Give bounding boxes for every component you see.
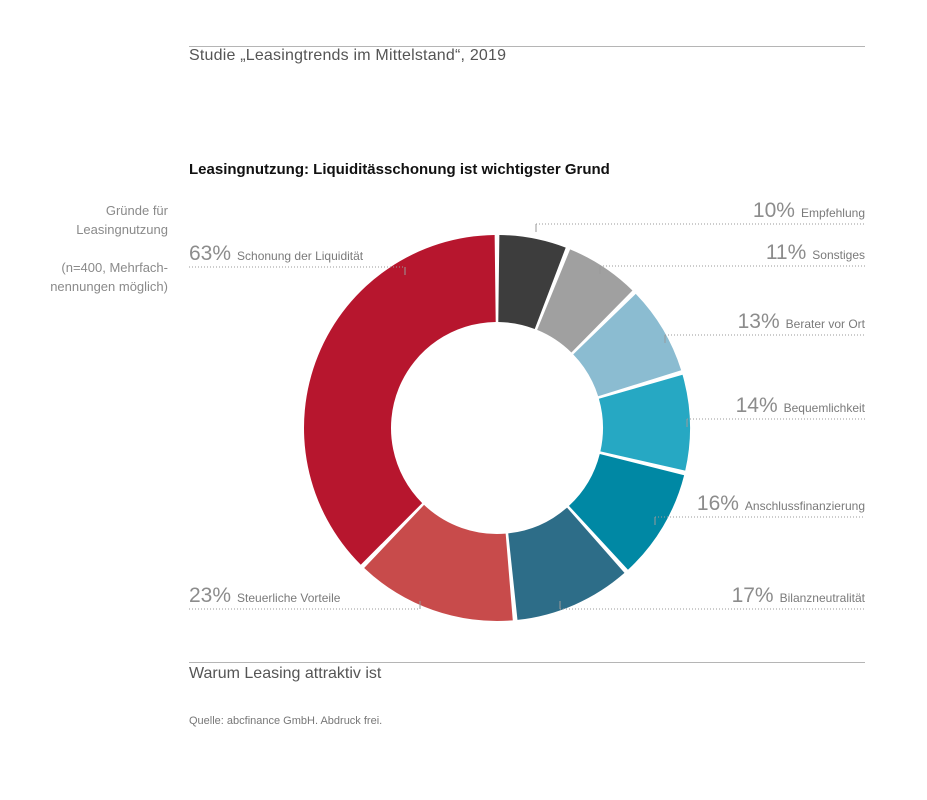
value-label: 17% [732,584,774,607]
label-schonung-der-liquiditat: 63% Schonung der Liquidität [189,242,364,265]
label-bilanzneutralitat: 17% Bilanzneutralität [732,584,866,607]
value-label: 11% [766,241,806,264]
label-leaders [189,223,865,610]
top-rule [189,46,865,47]
sidebar-note-line-1: Gründe für [105,203,168,218]
slice-bequemlichkeit [598,374,691,471]
chart-title: Leasingnutzung: Liquiditässchonung ist w… [189,161,610,178]
slice-anschlussfinanzierung [568,453,685,570]
category-label: Schonung der Liquidität [237,249,364,263]
label-empfehlung: 10% Empfehlung [753,199,865,222]
value-label: 13% [738,310,780,333]
sidebar-note-line-2: Leasingnutzung [76,222,168,237]
label-anschlussfinanzierung: 16% Anschlussfinanzierung [697,492,865,515]
sidebar-note-line-4: nennungen möglich) [50,279,168,294]
label-bequemlichkeit: 14% Bequemlichkeit [736,394,866,417]
sidebar-note-line-3: (n=400, Mehrfach- [61,260,168,275]
slice-berater-vor-ort [573,293,682,397]
category-label: Anschlussfinanzierung [745,499,865,513]
slice-sonstiges [537,249,633,353]
label-steuerliche-vorteile: 23% Steuerliche Vorteile [189,584,341,607]
value-label: 10% [753,199,795,222]
footer-title: Warum Leasing attraktiv ist [189,665,382,682]
category-label: Bequemlichkeit [784,401,866,415]
bottom-rule [189,662,865,663]
category-label: Empfehlung [801,206,865,220]
category-label: Bilanzneutralität [780,591,866,605]
donut-slices [303,235,691,621]
category-label: Steuerliche Vorteile [237,591,341,605]
label-sonstiges: 11% Sonstiges [766,241,865,264]
source-note: Quelle: abcfinance GmbH. Abdruck frei. [189,715,383,727]
category-label: Berater vor Ort [786,317,866,331]
value-label: 16% [697,492,739,515]
slice-steuerliche-vorteile [364,504,513,621]
slice-schonung-der-liquiditat [303,235,496,565]
slice-labels: 10% Empfehlung 11% Sonstiges 13% Berater vor … [189,199,866,607]
label-berater-vor-ort: 13% Berater vor Ort [738,310,866,333]
slice-bilanzneutralitat [508,507,625,620]
value-label: 63% [189,242,231,265]
study-title: Studie „Leasingtrends im Mittelstand“, 2… [189,47,507,64]
value-label: 23% [189,584,231,607]
slice-empfehlung [498,235,566,329]
category-label: Sonstiges [812,248,865,262]
value-label: 14% [736,394,778,417]
